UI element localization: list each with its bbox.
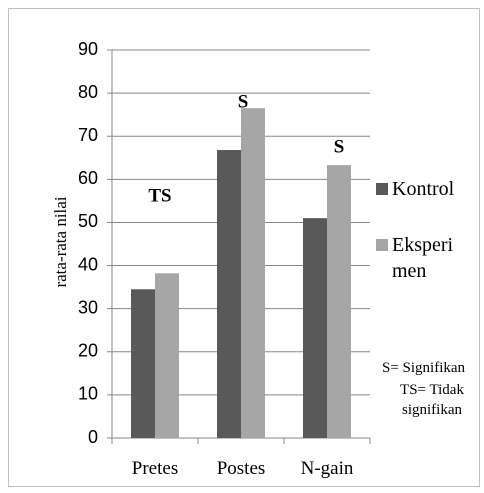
- note: TS= Tidak signifikan: [400, 382, 464, 418]
- y-tick-label: 30: [78, 297, 98, 317]
- bar: [217, 150, 241, 439]
- x-tick-label: N-gain: [301, 458, 354, 479]
- y-tick-label: 50: [78, 211, 98, 231]
- x-tick-label: Postes: [217, 458, 266, 479]
- y-tick-label: 10: [78, 384, 98, 404]
- y-tick-label: 60: [78, 168, 98, 188]
- y-tick-label: 0: [88, 427, 98, 447]
- x-tick-label: Pretes: [132, 458, 178, 479]
- y-tick-label: 20: [78, 341, 98, 361]
- legend-label: Eksperimen: [392, 234, 454, 282]
- legend-swatch: [376, 183, 388, 195]
- legend-swatch: [376, 239, 388, 251]
- annotation: S: [238, 91, 249, 112]
- y-tick-label: 40: [78, 254, 98, 274]
- note: S= Signifikan: [382, 360, 466, 376]
- bar: [303, 218, 327, 438]
- annotation: S: [334, 136, 345, 157]
- bar: [241, 108, 265, 438]
- bar: [155, 273, 179, 438]
- annotation: TS: [148, 185, 171, 206]
- bar: [131, 289, 155, 438]
- y-tick-label: 90: [78, 39, 98, 59]
- y-tick-label: 80: [78, 82, 98, 102]
- y-axis-label: rata-rata nilai: [51, 196, 70, 287]
- chart-border: [8, 8, 480, 487]
- y-tick-label: 70: [78, 125, 98, 145]
- legend-label: Kontrol: [392, 178, 455, 200]
- bar: [327, 165, 351, 438]
